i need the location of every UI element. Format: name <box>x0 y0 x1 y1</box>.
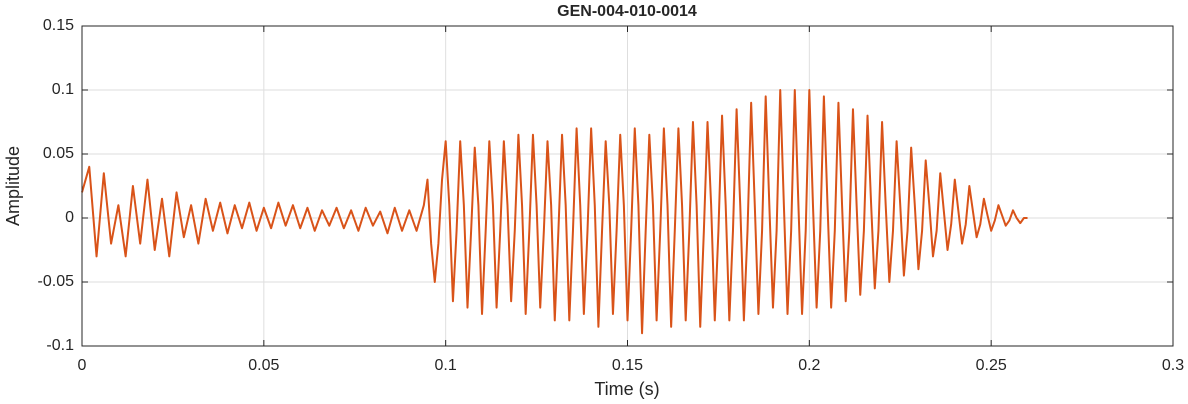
x-tick-label: 0.2 <box>798 357 820 374</box>
x-tick-label: 0 <box>78 357 87 374</box>
y-tick-label: 0 <box>65 209 74 226</box>
x-tick-label: 0.3 <box>1162 357 1184 374</box>
y-tick-label: -0.05 <box>38 273 75 290</box>
chart-title: GEN-004-010-0014 <box>557 3 697 20</box>
x-tick-label: 0.1 <box>435 357 457 374</box>
waveform-line <box>81 89 1028 335</box>
y-tick-label: -0.1 <box>46 337 74 354</box>
y-axis-label: Amplitude <box>3 146 23 226</box>
y-tick-label: 0.15 <box>43 17 74 34</box>
y-tick-label: 0.05 <box>43 145 74 162</box>
y-tick-label: 0.1 <box>52 81 74 98</box>
x-tick-label: 0.05 <box>248 357 279 374</box>
plot-frame <box>81 25 1174 347</box>
x-tick-label: 0.15 <box>612 357 643 374</box>
x-axis-label: Time (s) <box>594 379 659 399</box>
x-tick-label: 0.25 <box>976 357 1007 374</box>
